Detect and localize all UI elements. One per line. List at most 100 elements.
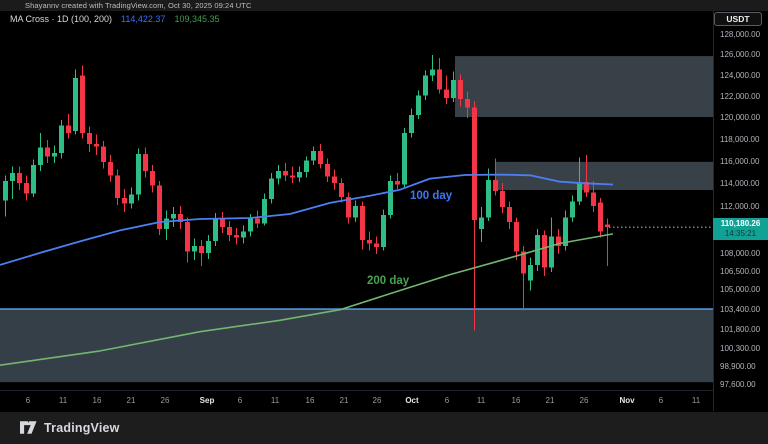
price-axis-tick: 100,300.00 [720,344,761,354]
price-axis-tick: 98,900.00 [720,362,756,372]
candle-body [276,170,281,179]
candle-body [108,161,113,176]
candle-body [444,89,449,98]
indicator-title: MA Cross · 1D (100, 200) [10,14,113,24]
candle-body [192,245,197,252]
candle-body [206,241,211,253]
ma200-line [0,233,614,366]
time-axis-tick: 11 [58,396,68,405]
candle-body [80,75,85,134]
tradingview-logo[interactable]: TradingView [20,420,120,435]
candle-body [577,182,582,202]
price-axis-tick: 114,000.00 [720,179,760,189]
price-axis-tick: 124,000.00 [720,70,761,80]
price-axis[interactable]: 128,000.00 126,000.00 124,000.00 122,000.00… [713,11,768,411]
price-axis-tick: 112,000.00 [720,202,760,211]
time-axis-tick: 6 [658,396,664,405]
candle-body [220,218,225,227]
price-axis-tick: 120,000.00 [720,112,761,122]
candle-body [479,217,484,230]
candle-body [185,222,190,252]
candle-body [17,173,22,184]
supply-zone-upper[interactable] [455,56,713,117]
candle-body [493,179,498,192]
candle-body [10,173,15,181]
candle-body [59,125,64,153]
candle-body [52,152,57,157]
candle-body [318,150,323,165]
candle-body [507,207,512,223]
price-axis-tick: 118,000.00 [720,134,760,144]
candle-body [122,197,127,204]
time-axis-tick: 26 [160,396,170,405]
currency-toggle-button[interactable]: USDT [714,12,762,26]
candle-body [199,245,204,253]
time-axis-month-tick: Oct [405,396,419,405]
candlestick-chart[interactable] [0,0,713,390]
candle-body [3,180,8,201]
price-axis-tick: 106,500.00 [720,266,761,276]
price-axis-tick: 105,000.00 [720,285,761,295]
price-axis-tick: 126,000.00 [720,50,761,60]
price-axis-tick: 103,400.00 [720,305,761,315]
candle-body [129,194,134,204]
candle-body [171,214,176,219]
candle-body [339,183,344,197]
candle-body [178,214,183,223]
candle-body [563,217,568,246]
candle-body [332,176,337,184]
time-axis-tick: 11 [476,396,486,405]
time-axis[interactable]: 6 11 16 21 26 Sep 6 11 16 21 26 Oct 6 11 16 21 26 Nov 6 11 [0,390,713,413]
time-axis-tick: 16 [92,396,102,405]
time-axis-month-tick: Nov [619,396,635,405]
candle-body [143,154,148,171]
price-axis-tick: 122,000.00 [720,91,761,101]
candle-body [269,178,274,200]
candle-body [304,160,309,172]
candle-body [283,170,288,176]
attribution-text: Shayannv created with TradingView.com, O… [25,1,252,10]
bar-countdown: 14:35:21 [724,229,757,239]
price-axis-tick: 101,800.00 [720,325,761,335]
tradingview-logo-text: TradingView [44,420,120,435]
candle-body [528,264,533,281]
candle-body [388,180,393,216]
ma100-value: 114,422.37 [121,14,166,24]
time-axis-tick: 6 [237,396,243,405]
candle-body [255,218,260,224]
candle-body [500,191,505,208]
price-axis-tick: 116,000.00 [720,156,760,166]
candle-body [570,201,575,218]
indicator-legend[interactable]: MA Cross · 1D (100, 200) 114,422.37 109,34… [10,14,219,24]
candle-body [521,251,526,274]
candle-body [87,133,92,145]
candle-body [381,215,386,247]
candle-body [346,196,351,218]
candle-body [360,206,365,240]
time-axis-tick: 21 [339,396,349,405]
candle-body [290,175,295,178]
candle-body [297,171,302,178]
attribution-bar: Shayannv created with TradingView.com, O… [0,0,768,11]
candle-body [157,185,162,230]
time-axis-tick: 16 [305,396,315,405]
last-price-badge[interactable]: 110,180.26 14:35:21 [713,218,768,241]
candle-body [94,144,99,147]
price-axis-tick: 97,600.00 [720,379,756,389]
candle-body [66,125,71,134]
time-axis-tick: 21 [126,396,136,405]
candle-body [150,170,155,186]
time-axis-tick: 6 [25,396,31,405]
price-axis-tick: 108,000.00 [720,248,761,258]
time-axis-tick: 11 [691,396,701,405]
support-zone-lower[interactable] [0,309,713,383]
tradingview-logo-icon [20,421,37,434]
candle-body [395,180,400,185]
candle-body [591,192,596,206]
candle-body [311,150,316,161]
candle-body [248,218,253,232]
ma100-label: 100 day [410,190,453,202]
candle-body [458,79,463,99]
candle-body [542,235,547,268]
